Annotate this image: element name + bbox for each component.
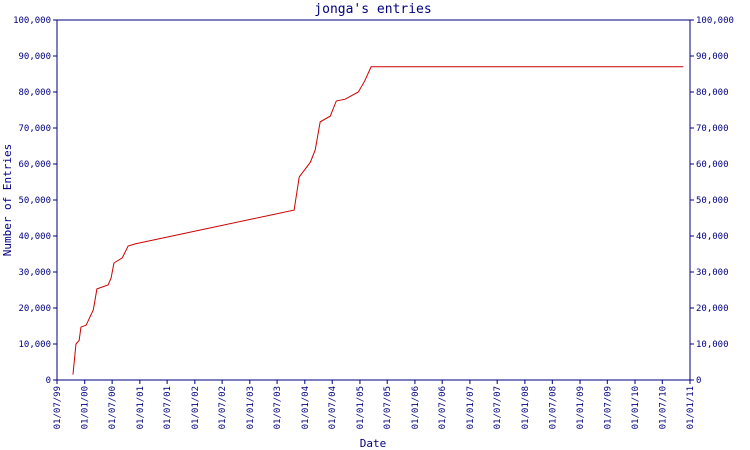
x-tick-label: 01/07/01 <box>163 386 173 429</box>
x-tick-label: 01/07/06 <box>438 386 448 429</box>
x-tick-label: 01/01/05 <box>356 386 366 429</box>
x-tick-label: 01/07/04 <box>328 386 338 429</box>
x-tick-label: 01/07/10 <box>658 386 668 429</box>
x-tick-label: 01/01/11 <box>686 386 696 429</box>
y2-tick-label: 70,000 <box>696 124 729 134</box>
x-tick-label: 01/07/08 <box>548 386 558 429</box>
data-line <box>72 66 684 375</box>
y-tick-label: 20,000 <box>18 304 51 314</box>
x-tick-label: 01/01/07 <box>466 386 476 429</box>
y2-tick-label: 80,000 <box>696 88 729 98</box>
x-axis-label: Date <box>360 437 387 450</box>
chart-title: jonga's entries <box>314 2 431 17</box>
x-tick-label: 01/07/03 <box>273 386 283 429</box>
y-tick-label: 0 <box>46 376 51 386</box>
y-tick-label: 30,000 <box>18 268 51 278</box>
y2-tick-label: 30,000 <box>696 268 729 278</box>
x-tick-label: 01/07/07 <box>493 386 503 429</box>
x-tick-label: 01/01/01 <box>136 386 146 429</box>
x-tick-label: 01/07/02 <box>218 386 228 429</box>
y-tick-label: 80,000 <box>18 88 51 98</box>
x-tick-label: 01/01/02 <box>191 386 201 429</box>
y-tick-label: 50,000 <box>18 196 51 206</box>
y-tick-label: 90,000 <box>18 52 51 62</box>
x-tick-label: 01/07/00 <box>108 386 118 429</box>
y2-tick-label: 90,000 <box>696 52 729 62</box>
y-tick-label: 100,000 <box>13 16 51 26</box>
x-tick-label: 01/01/10 <box>631 386 641 429</box>
y-tick-label: 10,000 <box>18 340 51 350</box>
x-tick-label: 01/01/08 <box>521 386 531 429</box>
x-tick-label: 01/07/05 <box>383 386 393 429</box>
x-tick-label: 01/01/09 <box>576 386 586 429</box>
y2-tick-label: 10,000 <box>696 340 729 350</box>
y2-tick-label: 40,000 <box>696 232 729 242</box>
y2-tick-label: 0 <box>696 376 701 386</box>
plot-frame <box>56 19 691 381</box>
x-tick-label: 01/01/04 <box>301 386 311 429</box>
y2-tick-label: 20,000 <box>696 304 729 314</box>
x-tick-label: 01/01/00 <box>81 386 91 429</box>
y2-tick-label: 100,000 <box>696 16 734 26</box>
x-tick-label: 01/01/06 <box>411 386 421 429</box>
y2-tick-label: 50,000 <box>696 196 729 206</box>
y2-tick-label: 60,000 <box>696 160 729 170</box>
y-tick-label: 70,000 <box>18 124 51 134</box>
y-tick-label: 40,000 <box>18 232 51 242</box>
y-axis-label: Number of Entries <box>1 144 14 257</box>
x-tick-label: 01/07/09 <box>603 386 613 429</box>
x-tick-label: 01/01/03 <box>246 386 256 429</box>
x-tick-label: 01/07/99 <box>53 386 63 429</box>
y-tick-label: 60,000 <box>18 160 51 170</box>
